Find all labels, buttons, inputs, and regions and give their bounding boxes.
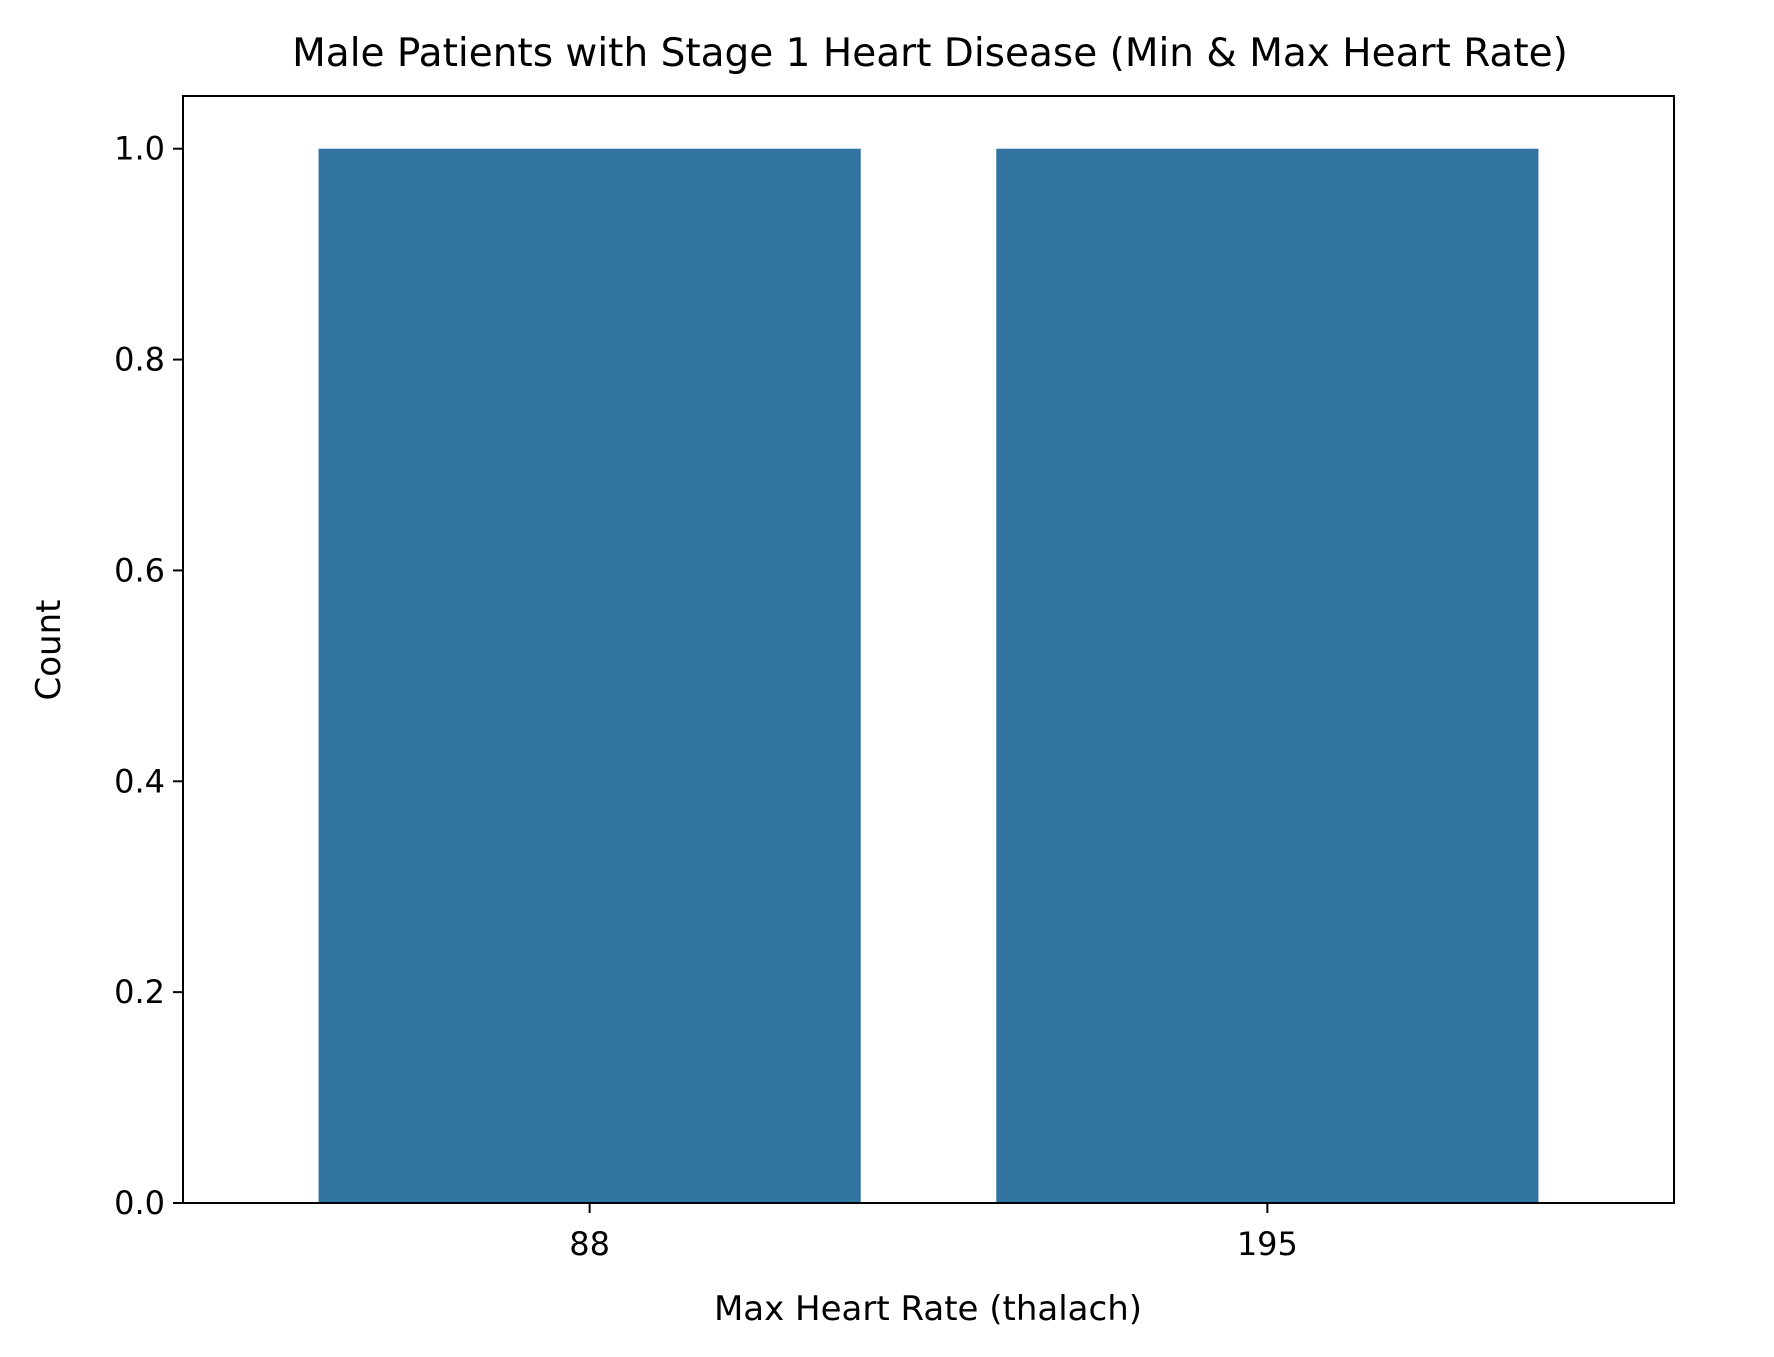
y-tick-label: 0.4 [114, 762, 165, 800]
bar-195 [996, 148, 1539, 1204]
y-tick-label: 1.0 [114, 130, 165, 168]
y-tick-label: 0.0 [114, 1184, 165, 1222]
x-axis-label: Max Heart Rate (thalach) [714, 1289, 1142, 1329]
chart-title: Male Patients with Stage 1 Heart Disease… [292, 31, 1568, 76]
bar-88 [318, 148, 861, 1204]
x-tick-label: 195 [1237, 1225, 1298, 1263]
y-tick-label: 0.2 [114, 973, 165, 1011]
x-axis-ticks: 88 195 [569, 1203, 1298, 1263]
y-axis-label: Count [29, 600, 69, 701]
y-tick-label: 0.8 [114, 341, 165, 379]
x-tick-label: 88 [569, 1225, 610, 1263]
y-tick-label: 0.6 [114, 551, 165, 589]
bars-group [318, 148, 1539, 1204]
y-axis-ticks: 0.0 0.2 0.4 0.6 0.8 1.0 [114, 130, 183, 1222]
plot-frame [182, 95, 1675, 1204]
